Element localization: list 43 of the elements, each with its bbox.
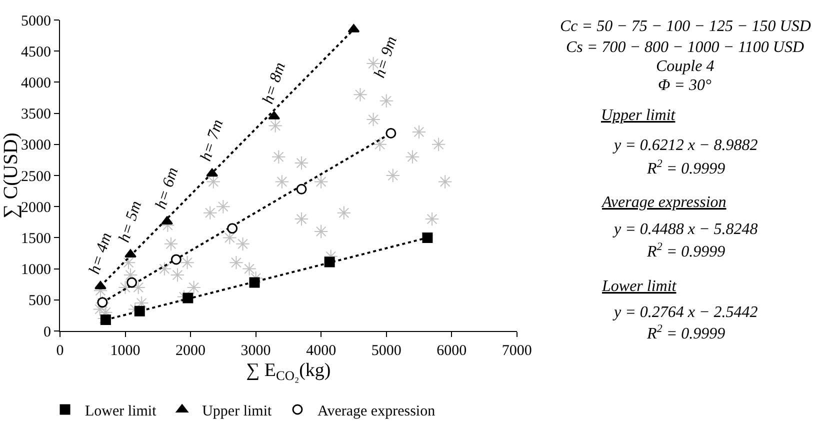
- text: Upper limit: [601, 107, 676, 124]
- x-tick-label: 6000: [436, 343, 467, 359]
- annotation: h= 5m: [116, 198, 146, 244]
- y-tick-label: 3500: [21, 106, 51, 123]
- y-tick-label: 2000: [21, 200, 51, 216]
- annotation: h= 9m: [371, 34, 400, 80]
- annotation: h= 7m: [197, 118, 227, 164]
- y-tick-label: 0: [44, 324, 51, 340]
- x-tick-label: 1000: [110, 343, 140, 359]
- x-tick-label: 4000: [306, 343, 336, 359]
- annotation: h= 8m: [260, 60, 289, 106]
- text: R$^{2}$ = 0.9999: [646, 158, 726, 178]
- text: y = 0.4488 x − 5.8248: [612, 221, 758, 238]
- y-tick-label: 4500: [21, 44, 51, 60]
- x-tick-label: 0: [56, 343, 64, 359]
- y-tick-label: 3000: [21, 138, 51, 154]
- text: Cc = 50 − 75 − 100 − 125 − 150 USD: [560, 18, 812, 35]
- text: Lower limit: [601, 278, 677, 295]
- y-axis-title: ∑ C(USD): [0, 132, 22, 218]
- text: Cs = 700 − 800 − 1000 − 1100 USD: [566, 39, 804, 56]
- x-axis-title: ∑ E$_{CO₂}$(kg): [246, 360, 331, 383]
- x-tick-label: 3000: [240, 343, 271, 359]
- x-tick-label: 7000: [502, 343, 532, 359]
- y-tick-label: 1000: [21, 262, 51, 278]
- x-tick-label: 2000: [176, 343, 206, 359]
- text: y = 0.6212 x − 8.9882: [612, 137, 758, 154]
- y-tick-label: 4000: [21, 75, 51, 92]
- text: R$^{2}$ = 0.9999: [646, 241, 726, 261]
- y-tick-label: 2500: [21, 168, 51, 185]
- y-tick-label: 5000: [21, 13, 51, 30]
- annotation: h= 4m: [86, 230, 116, 276]
- legend-label: Upper limit: [202, 403, 272, 420]
- x-tick-label: 5000: [371, 343, 402, 359]
- text: R$^{2}$ = 0.9999: [646, 323, 726, 343]
- text: Couple 4: [656, 58, 714, 75]
- legend-label: Average expression: [317, 403, 436, 420]
- text: y = 0.2764 x − 2.5442: [612, 304, 758, 321]
- legend-label: Lower limit: [85, 403, 158, 420]
- y-tick-label: 1500: [21, 230, 51, 247]
- y-tick-label: 500: [28, 293, 51, 310]
- annotation: h= 6m: [152, 166, 182, 212]
- text: Average expression: [601, 194, 726, 211]
- text: Φ = 30°: [658, 77, 712, 94]
